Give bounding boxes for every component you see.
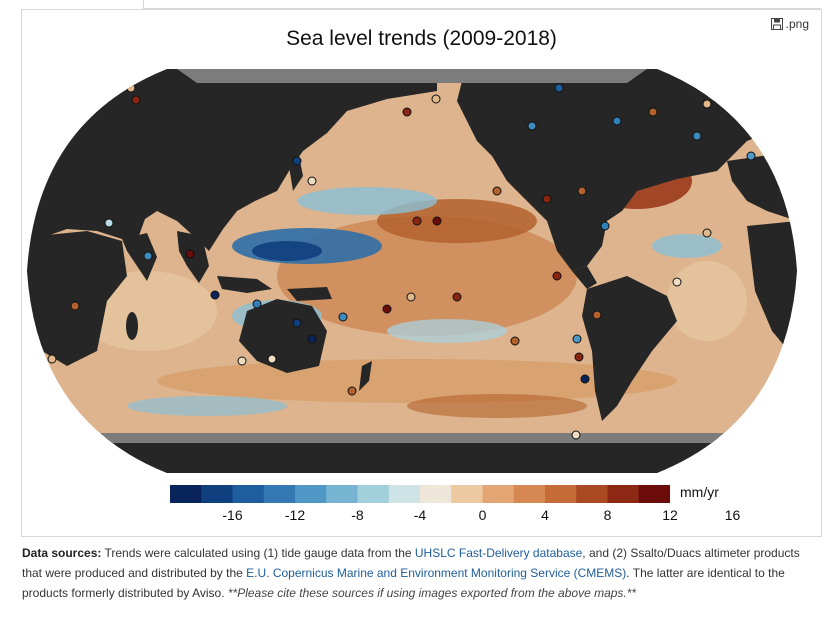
ocean-trend-patches <box>77 153 747 418</box>
tide-gauge-marker[interactable] <box>542 194 552 204</box>
tide-gauge-marker[interactable] <box>382 304 392 314</box>
colorbar-swatch <box>170 485 202 503</box>
tide-gauge-marker[interactable] <box>131 95 141 105</box>
colorbar-swatch <box>388 485 421 503</box>
tide-gauge-marker[interactable] <box>47 354 57 364</box>
citation-note: **Please cite these sources if using ima… <box>227 586 637 600</box>
antarctica <box>27 439 797 473</box>
tide-gauge-marker[interactable] <box>702 99 712 109</box>
tide-gauge-marker[interactable] <box>307 334 317 344</box>
tide-gauge-marker[interactable] <box>292 156 302 166</box>
colorbar-swatch <box>232 485 265 503</box>
tide-gauge-marker[interactable] <box>612 116 622 126</box>
tide-gauge-marker[interactable] <box>600 221 610 231</box>
tide-gauge-marker[interactable] <box>252 299 262 309</box>
uhslc-link[interactable]: UHSLC Fast-Delivery database <box>414 546 583 560</box>
sea-ice-north <box>177 69 647 83</box>
colorbar-swatch <box>263 485 296 503</box>
tide-gauge-markers <box>47 83 792 440</box>
colorbar <box>170 485 670 503</box>
colorbar-tick-label: -8 <box>351 507 364 523</box>
tide-gauge-marker[interactable] <box>552 271 562 281</box>
colorbar-swatch <box>482 485 515 503</box>
save-icon <box>770 18 783 30</box>
colorbar-swatch <box>638 485 670 503</box>
colorbar-swatch <box>576 485 608 503</box>
tide-gauge-marker[interactable] <box>292 318 302 328</box>
export-png-button[interactable]: .png <box>770 17 809 31</box>
colorbar-swatch <box>545 485 577 503</box>
tide-gauge-marker[interactable] <box>492 186 502 196</box>
colorbar-tick-label: 8 <box>603 507 612 523</box>
tide-gauge-marker[interactable] <box>648 107 658 117</box>
land-masses <box>27 69 797 421</box>
colorbar-ticks: -16 -12 -8 -4 0 4 8 12 16 <box>22 507 821 525</box>
tide-gauge-marker[interactable] <box>592 310 602 320</box>
top-panel-edge <box>143 0 821 9</box>
tide-gauge-marker[interactable] <box>104 218 114 228</box>
tide-gauge-marker[interactable] <box>527 121 537 131</box>
tide-gauge-marker[interactable] <box>572 334 582 344</box>
tide-gauge-marker[interactable] <box>510 336 520 346</box>
tide-gauge-marker[interactable] <box>571 430 581 440</box>
tide-gauge-marker[interactable] <box>782 355 792 365</box>
colorbar-tick-label: -4 <box>413 507 427 523</box>
colorbar-tick-label: 0 <box>478 507 487 523</box>
colorbar-swatch <box>201 485 233 503</box>
tide-gauge-marker[interactable] <box>702 228 712 238</box>
tide-gauge-marker[interactable] <box>402 107 412 117</box>
tide-gauge-marker[interactable] <box>574 352 584 362</box>
tide-gauge-marker[interactable] <box>210 290 220 300</box>
tide-gauge-marker[interactable] <box>672 277 682 287</box>
tide-gauge-marker[interactable] <box>307 176 317 186</box>
tide-gauge-marker[interactable] <box>70 301 80 311</box>
sources-text-1: Trends were calculated using (1) tide ga… <box>101 546 415 560</box>
export-png-label: .png <box>785 17 809 31</box>
tide-gauge-marker[interactable] <box>452 292 462 302</box>
colorbar-swatch <box>451 485 483 503</box>
map-figure: Sea level trends (2009-2018) .png <box>21 9 822 537</box>
sources-text-3: . The latter are identical to the produc… <box>22 566 785 600</box>
cmems-link[interactable]: E.U. Copernicus Marine and Environment M… <box>246 566 627 580</box>
data-sources-note: Data sources: Trends were calculated usi… <box>22 543 822 603</box>
tide-gauge-marker[interactable] <box>580 374 590 384</box>
map-title: Sea level trends (2009-2018) <box>286 27 557 50</box>
tide-gauge-marker[interactable] <box>406 292 416 302</box>
colorbar-swatch <box>513 485 546 503</box>
tide-gauge-marker[interactable] <box>746 151 756 161</box>
tide-gauge-marker[interactable] <box>237 356 247 366</box>
colorbar-tick-label: -12 <box>284 507 306 523</box>
colorbar-tick-label: 16 <box>724 507 741 523</box>
tide-gauge-marker[interactable] <box>143 251 153 261</box>
sources-label: Data sources: <box>22 546 102 560</box>
tide-gauge-marker[interactable] <box>338 312 348 322</box>
tide-gauge-marker[interactable] <box>554 83 564 93</box>
colorbar-swatch <box>607 485 640 503</box>
sources-text-2: , and (2) Ssalto/Duacs altimeter product… <box>22 546 800 580</box>
tide-gauge-marker[interactable] <box>126 83 136 93</box>
tide-gauge-marker[interactable] <box>577 186 587 196</box>
colorbar-swatch <box>420 485 452 503</box>
tide-gauge-marker[interactable] <box>412 216 422 226</box>
tide-gauge-marker[interactable] <box>432 216 442 226</box>
colorbar-tick-label: 12 <box>662 507 678 523</box>
colorbar-swatch <box>326 485 358 503</box>
tide-gauge-marker[interactable] <box>185 249 195 259</box>
colorbar-swatch <box>357 485 390 503</box>
colorbar-swatch <box>295 485 327 503</box>
tide-gauge-marker[interactable] <box>347 386 357 396</box>
tide-gauge-marker[interactable] <box>267 354 277 364</box>
colorbar-tick-label: -16 <box>222 507 243 523</box>
tide-gauge-marker[interactable] <box>431 94 441 104</box>
tide-gauge-marker[interactable] <box>692 131 702 141</box>
sea-level-map[interactable] <box>27 61 797 473</box>
sea-ice-south <box>87 433 737 443</box>
colorbar-unit: mm/yr <box>680 484 719 500</box>
colorbar-tick-label: 4 <box>541 507 549 523</box>
